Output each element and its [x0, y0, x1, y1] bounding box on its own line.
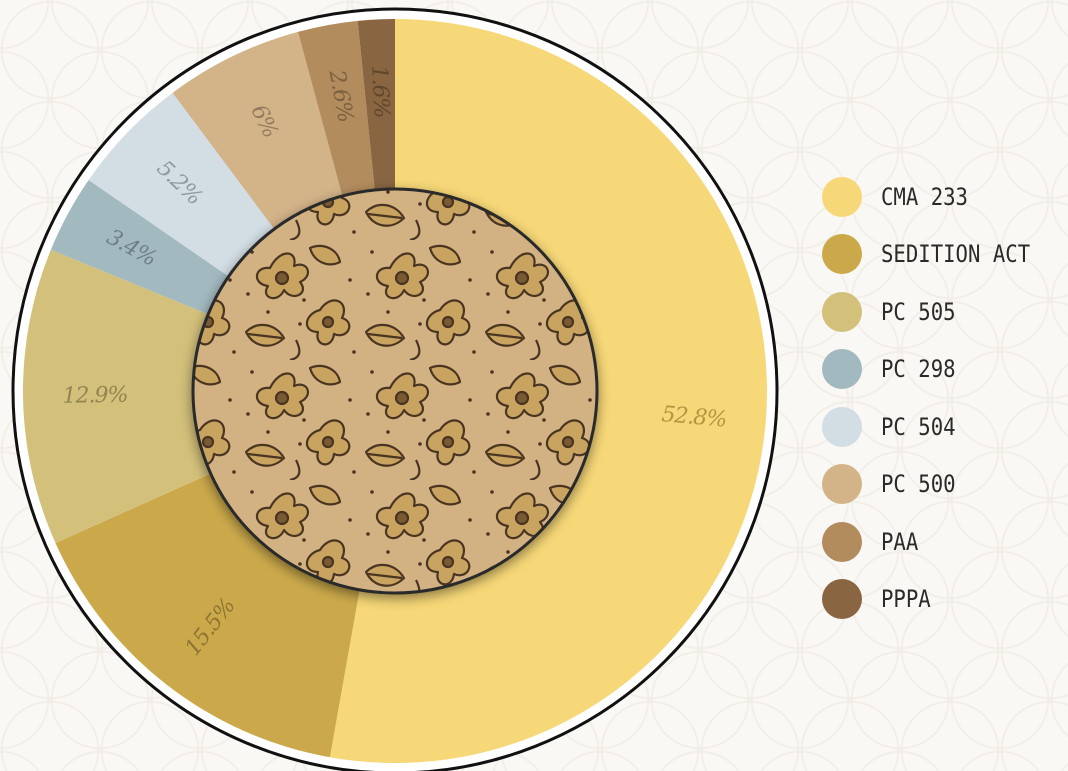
legend-label: PC 500	[881, 470, 956, 499]
legend-swatch	[822, 406, 862, 447]
legend-label: PPPA	[881, 585, 931, 614]
legend-item: PAA	[822, 513, 1054, 571]
legend-swatch	[822, 349, 862, 390]
legend-item: PC 505	[822, 283, 1054, 341]
legend-swatch	[822, 521, 862, 562]
chart-legend: CMA 233 SEDITION ACT PC 505 PC 298 PC 504 PC …	[822, 168, 1054, 628]
legend-label: SEDITION ACT	[881, 240, 1031, 269]
legend-item: PC 500	[822, 456, 1054, 514]
legend-swatch	[822, 176, 862, 217]
legend-swatch	[822, 464, 862, 505]
legend-label: PC 504	[881, 412, 956, 441]
legend-label: CMA 233	[881, 182, 968, 211]
legend-label: PC 505	[881, 297, 956, 326]
slice-value-label: 1.6%	[366, 65, 394, 118]
legend-item: CMA 233	[822, 168, 1054, 226]
legend-label: PAA	[881, 527, 919, 556]
legend-swatch	[822, 579, 862, 620]
donut-chart: 52.8%15.5%12.9%3.4%5.2%6% 2.6% 1.6%	[11, 7, 779, 771]
slice-value-label: 52.8%	[660, 402, 727, 433]
slice-value-label: 12.9%	[62, 383, 127, 409]
donut-center-floral-image	[191, 187, 599, 595]
legend-item: PC 298	[822, 341, 1054, 399]
legend-swatch	[822, 291, 862, 332]
legend-label: PC 298	[881, 355, 956, 384]
legend-item: PPPA	[822, 571, 1054, 629]
legend-item: SEDITION ACT	[822, 226, 1054, 284]
legend-swatch	[822, 234, 862, 275]
legend-item: PC 504	[822, 398, 1054, 456]
